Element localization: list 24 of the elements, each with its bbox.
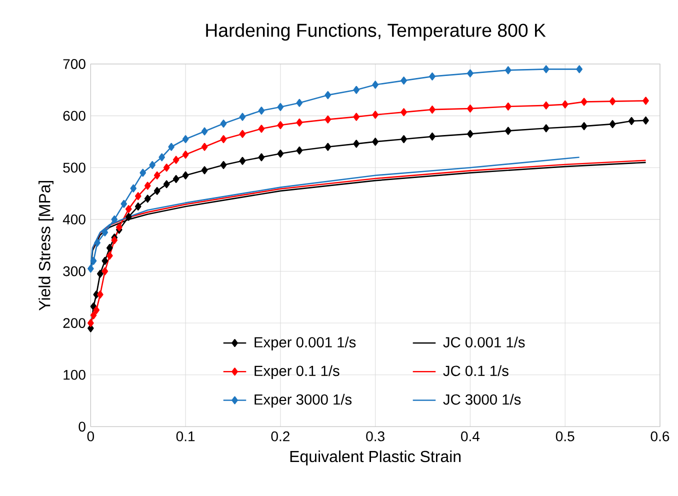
y-tick-label: 400 [62,214,86,224]
y-axis-title: Yield Stress [MPa] [38,180,54,310]
y-tick-label: 500 [63,162,86,173]
x-tick-label: 0.6 [650,431,670,442]
x-tick-label: 0.4 [461,431,480,442]
y-tick-label: 600 [63,110,86,121]
y-tick-label: 200 [63,318,86,328]
x-tick-label: 0.5 [556,431,574,442]
y-tick-label: 300 [63,266,86,276]
chart-title: Hardening Functions, Temperature 800 K [206,23,546,41]
legend-label: JC 0.001 1/s [443,336,525,348]
y-tick-label: 700 [63,59,86,69]
x-tick-label: 0 [87,431,94,442]
x-tick-label: 0.2 [271,431,290,442]
x-axis-title: Equivalent Plastic Strain [290,450,461,466]
x-tick-label: 0.3 [366,431,384,442]
x-tick-label: 0.1 [176,431,195,442]
y-tick-label: 100 [64,370,86,380]
legend-label: Exper 0.001 1/s [254,336,356,350]
legend-label: Exper 3000 1/s [254,394,352,408]
y-tick-label: 0 [78,422,86,432]
legend-label: Exper 0.1 1/s [254,365,340,379]
legend-label: JC 0.1 1/s [443,365,508,376]
legend-label: JC 3000 1/s [443,394,521,405]
